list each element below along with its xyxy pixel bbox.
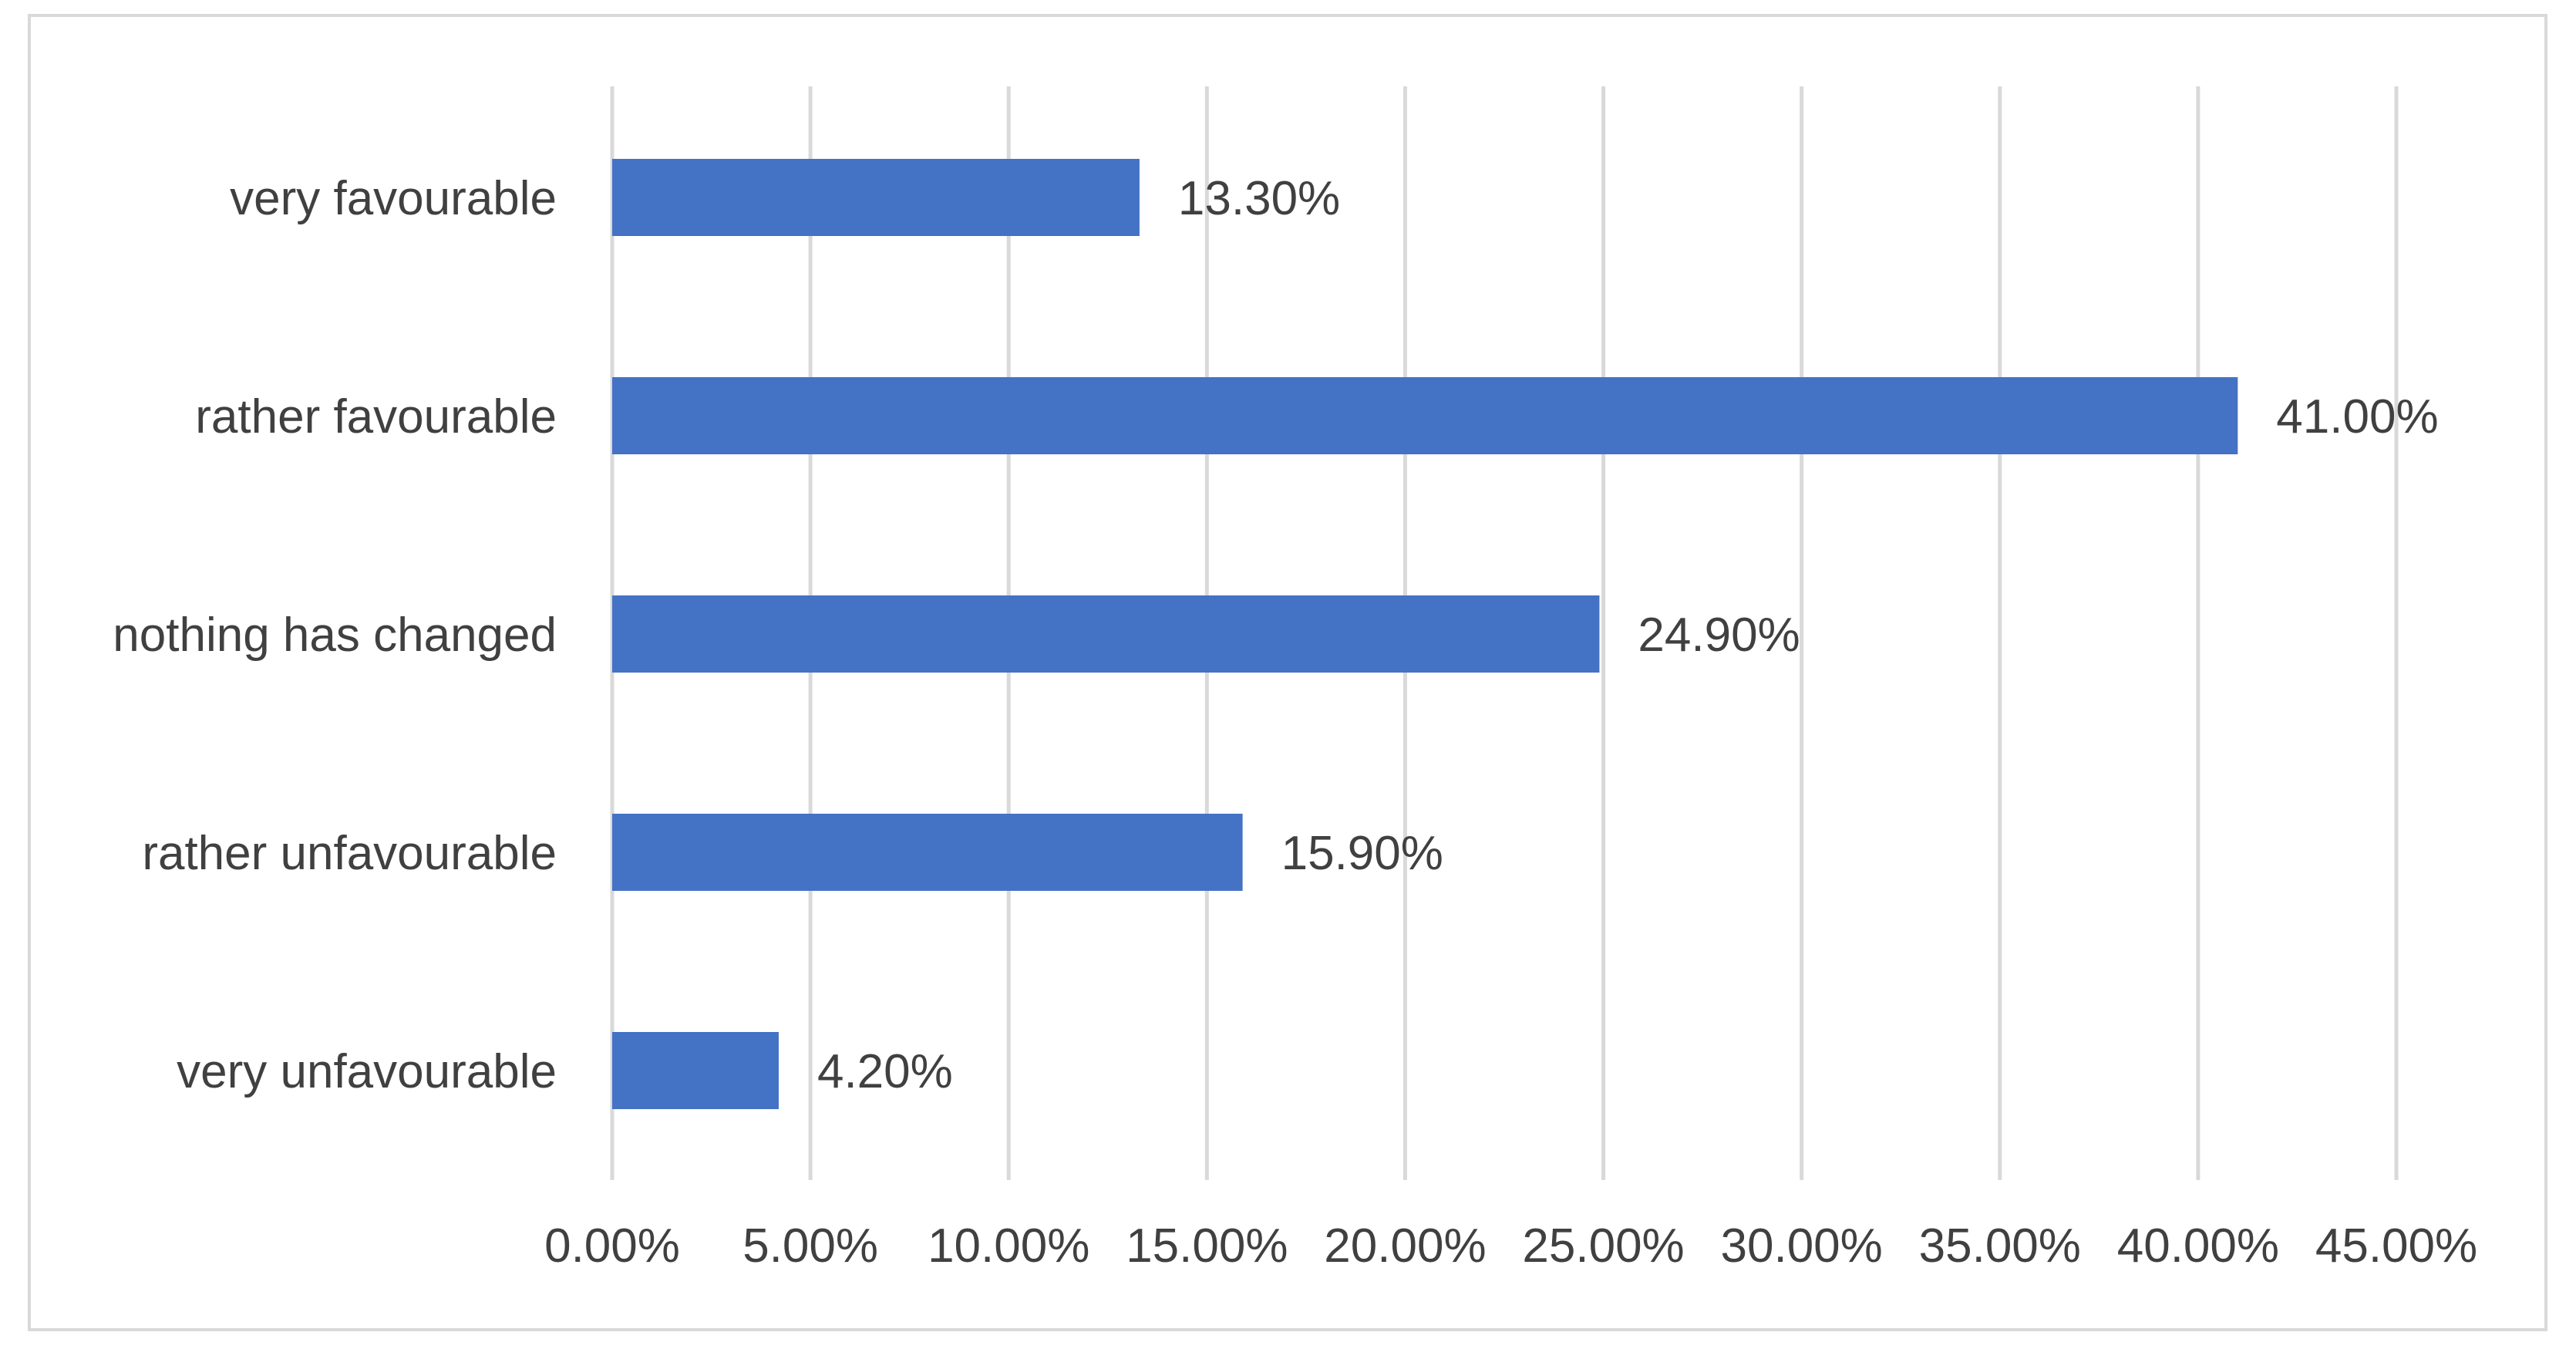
bar xyxy=(612,595,1600,673)
data-label: 41.00% xyxy=(2276,390,2438,443)
category-label: very unfavourable xyxy=(177,1045,557,1098)
x-tick-label: 5.00% xyxy=(742,1219,878,1273)
x-tick-label: 40.00% xyxy=(2117,1219,2279,1273)
x-tick-label: 0.00% xyxy=(544,1219,680,1273)
bar xyxy=(612,377,2238,454)
data-label: 4.20% xyxy=(817,1045,953,1098)
x-tick-label: 25.00% xyxy=(1522,1219,1684,1273)
data-label: 13.30% xyxy=(1178,172,1340,225)
bar xyxy=(612,814,1243,891)
bar xyxy=(612,159,1140,236)
category-label: nothing has changed xyxy=(113,609,557,662)
gridlines xyxy=(610,86,2399,1180)
x-tick-label: 10.00% xyxy=(928,1219,1089,1273)
x-tick-label: 20.00% xyxy=(1324,1219,1486,1273)
data-label: 24.90% xyxy=(1638,609,1800,662)
x-tick-label: 35.00% xyxy=(1919,1219,2081,1273)
data-label: 15.90% xyxy=(1281,827,1443,880)
x-tick-label: 15.00% xyxy=(1126,1219,1288,1273)
category-label: rather favourable xyxy=(195,390,557,443)
bar xyxy=(612,1032,779,1109)
bars xyxy=(612,159,2238,1109)
labels: 0.00% 5.00% 10.00% 15.00% 20.00% 25.00% 30.00%… xyxy=(113,172,2477,1273)
x-tick-label: 30.00% xyxy=(1721,1219,1883,1273)
category-label: very favourable xyxy=(230,172,557,225)
x-tick-label: 45.00% xyxy=(2315,1219,2477,1273)
category-label: rather unfavourable xyxy=(142,827,557,880)
